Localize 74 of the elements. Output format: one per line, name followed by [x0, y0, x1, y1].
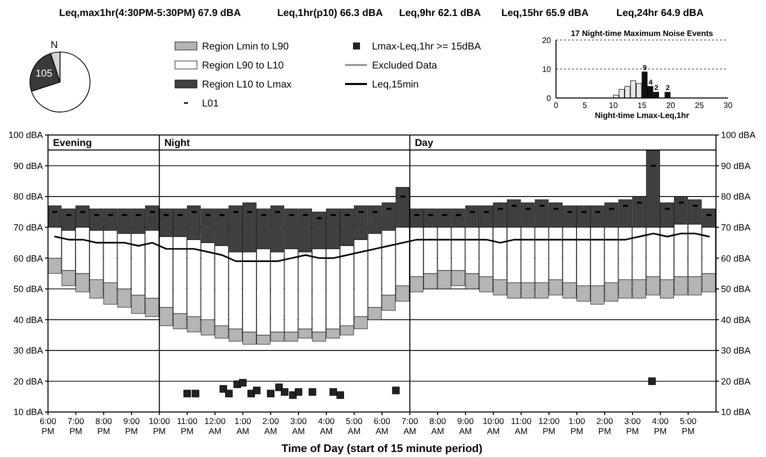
y-tick-label: 80 dBA: [13, 192, 43, 202]
x-axis-title: Night-time Lmax-Leq,1hr: [594, 111, 690, 120]
y2-tick-label: 10 dBA: [721, 407, 751, 418]
x-tick-label: 25: [694, 101, 704, 110]
y2-tick-label: 50 dBA: [721, 284, 751, 294]
x-tick-label: 30: [724, 101, 733, 110]
text: Leq,9hr 62.1 dBA: [399, 8, 481, 19]
annotation: Evening: [53, 138, 92, 149]
x-tick-label: 5:00 AM: [346, 416, 363, 436]
x-tick-label: 5:00 PM: [680, 416, 697, 436]
y-tick-label: 20: [542, 36, 552, 45]
y2-tick-label: 100 dBA: [721, 130, 756, 140]
x-tick-label: 1:00 AM: [234, 416, 252, 436]
ref-line-label: Day: [414, 138, 434, 149]
x-tick-label: 7:00 PM: [68, 416, 84, 436]
text: Leq,1hr(p10) 66.3 dBA: [277, 8, 383, 19]
y-tick-label: 40 dBA: [13, 314, 43, 325]
y-tick-label: 60 dBA: [13, 253, 43, 264]
y2-tick-label: 30 dBA: [721, 346, 751, 356]
y2-tick-label: 70 dBA: [721, 222, 751, 232]
x-tick-label: 10:00 PM: [148, 416, 170, 436]
slice-label: N: [50, 40, 58, 52]
x-tick-label: 2:00 AM: [262, 416, 280, 436]
y-tick-label: 20 dBA: [13, 376, 43, 386]
legend-label: Region L90 to L10: [202, 60, 284, 72]
x-tick-label: 10: [608, 101, 618, 110]
x-tick-label: 10:00 AM: [482, 416, 504, 436]
x-tick-label: 2:00 PM: [596, 416, 614, 436]
text: Leq,max1hr(4:30PM-5:30PM) 67.9 dBA: [59, 8, 241, 19]
ref-line-label: Night: [164, 138, 191, 149]
x-tick-label: 1:00 PM: [568, 416, 586, 436]
y-tick-label: 10 dBA: [13, 407, 43, 418]
x-tick-label: 5: [582, 101, 588, 110]
x-tick-label: 8:00 PM: [95, 416, 112, 436]
slice-label: 105: [36, 68, 53, 80]
x-tick-label: 20: [666, 101, 676, 110]
legend-label: L01: [202, 98, 220, 110]
y-tick-label: 100 dBA: [8, 130, 43, 140]
x-tick-label: 15: [638, 101, 647, 110]
y-tick-label: 50 dBA: [13, 284, 43, 294]
x-tick-label: 8:00 AM: [429, 416, 446, 436]
x-axis-title: Time of Day (start of 15 minute period): [282, 443, 483, 455]
legend-label: Region L10 to Lmax: [202, 80, 292, 90]
x-tick-label: 12:00 PM: [538, 416, 560, 436]
x-tick-label: 6:00 PM: [40, 416, 57, 436]
x-tick-label: 7:00 AM: [402, 416, 418, 436]
y2-tick-label: 40 dBA: [721, 314, 751, 325]
x-tick-label: 9:00 AM: [457, 416, 474, 436]
x-tick-label: 3:00 PM: [624, 416, 642, 436]
legend-label: Lmax-Leq,1hr >= 15dBA: [372, 42, 482, 52]
y-tick-label: 10: [542, 64, 552, 74]
x-tick-label: 9:00 PM: [123, 416, 140, 436]
x-tick-label: 0: [554, 101, 559, 110]
x-tick-label: 4:00 AM: [318, 416, 335, 436]
x-tick-label: 4:00 PM: [652, 416, 669, 436]
legend-label: Region Lmin to L90: [202, 42, 290, 52]
y2-tick-label: 20 dBA: [721, 376, 751, 386]
y-tick-label: 30 dBA: [13, 346, 43, 356]
y-tick-label: 70 dBA: [13, 222, 43, 232]
chart-title: 17 Night-time Maximum Noise Events: [570, 29, 714, 38]
x-tick-label: 11:00 AM: [510, 416, 532, 436]
y2-tick-label: 60 dBA: [721, 253, 751, 264]
text: Leq,24hr 64.9 dBA: [616, 8, 704, 19]
x-tick-label: 12:00 AM: [204, 416, 226, 436]
legend-label: Leq,15min: [372, 80, 419, 90]
y2-tick-label: 80 dBA: [721, 192, 751, 202]
x-tick-label: 3:00 AM: [290, 416, 308, 436]
y-tick-label: 90 dBA: [13, 160, 43, 171]
legend-label: Excluded Data: [372, 60, 438, 72]
x-tick-label: 11:00 PM: [176, 416, 198, 436]
x-tick-label: 6:00 AM: [374, 416, 391, 436]
y-tick-label: 0: [546, 94, 552, 103]
text: Leq,15hr 65.9 dBA: [501, 8, 589, 19]
y2-tick-label: 90 dBA: [721, 160, 751, 171]
